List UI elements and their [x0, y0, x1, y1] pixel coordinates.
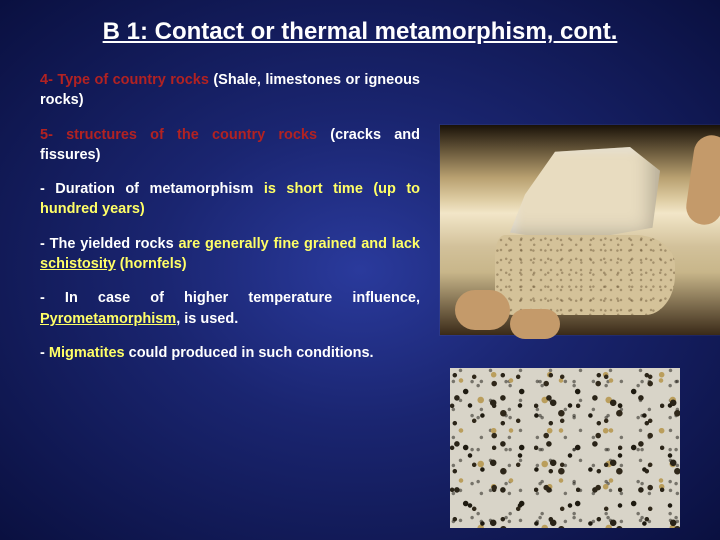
rock-lower-piece: [495, 235, 675, 315]
bullet-5-lead: 5- structures of the country rocks: [40, 127, 317, 143]
bullet-pyro: - In case of higher temperature influenc…: [40, 288, 420, 329]
hand-part: [684, 133, 720, 227]
hand-part: [510, 309, 560, 339]
slide-title: B 1: Contact or thermal metamorphism, co…: [0, 18, 720, 46]
highlight: Migmatites: [49, 345, 125, 361]
hand-part: [455, 290, 510, 330]
bullet-4: 4- Type of country rocks (Shale, limesto…: [40, 70, 420, 111]
highlight-b: (hornfels): [116, 256, 187, 272]
bullet-duration: - Duration of metamorphism is short time…: [40, 179, 420, 220]
bullet-list: 4- Type of country rocks (Shale, limesto…: [40, 70, 420, 377]
highlight-underline: schistosity: [40, 256, 116, 272]
thin-section-photo: [450, 368, 680, 528]
rock-sample-photo: [440, 125, 720, 335]
bullet-5: 5- structures of the country rocks (crac…: [40, 125, 420, 166]
text-b: could produced in such conditions.: [125, 345, 374, 361]
text: - The yielded rocks: [40, 236, 178, 252]
highlight-a: are generally fine grained and lack: [178, 236, 420, 252]
text-a: - In case of higher temperature influenc…: [40, 290, 420, 306]
rock-upper-piece: [510, 147, 660, 242]
text-a: -: [40, 345, 49, 361]
bullet-migmatites: - Migmatites could produced in such cond…: [40, 343, 420, 363]
text: - Duration of metamorphism: [40, 181, 264, 197]
text-b: , is used.: [176, 311, 238, 327]
bullet-4-lead: 4- Type of country rocks: [40, 72, 209, 88]
bullet-yielded: - The yielded rocks are generally fine g…: [40, 234, 420, 275]
highlight-underline: Pyrometamorphism: [40, 311, 176, 327]
slide: B 1: Contact or thermal metamorphism, co…: [0, 0, 720, 540]
